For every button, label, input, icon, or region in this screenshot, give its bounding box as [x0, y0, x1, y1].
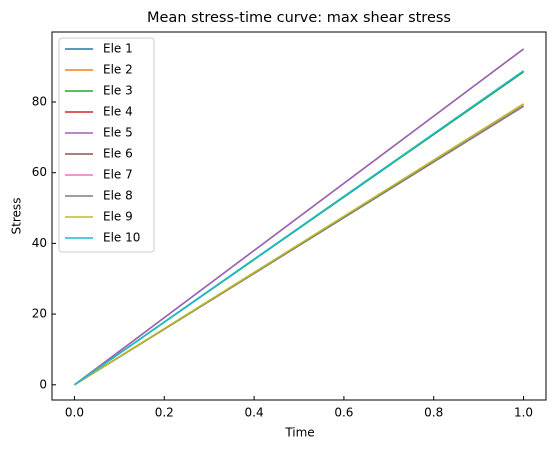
x-tick-label: 0.4: [245, 406, 264, 420]
legend-label: Ele 10: [103, 231, 140, 245]
legend-label: Ele 8: [103, 189, 133, 203]
x-tick-label: 1.0: [514, 406, 533, 420]
legend-label: Ele 1: [103, 42, 133, 56]
x-tick-label: 0.2: [155, 406, 174, 420]
y-tick-label: 0: [39, 377, 47, 391]
line: [74, 103, 524, 386]
legend-label: Ele 6: [103, 147, 133, 161]
line: [74, 48, 524, 386]
y-tick-label: 40: [32, 236, 47, 250]
y-tick-label: 80: [32, 94, 47, 108]
legend-label: Ele 5: [103, 126, 133, 140]
legend-label: Ele 3: [103, 84, 133, 98]
legend-label: Ele 4: [103, 105, 133, 119]
x-tick-label: 0.0: [65, 406, 84, 420]
y-tick-label: 60: [32, 165, 47, 179]
x-axis-label: Time: [284, 426, 314, 440]
x-tick-label: 0.6: [334, 406, 353, 420]
plot-frame: [51, 31, 547, 401]
y-axis-label: Stress: [10, 198, 24, 235]
legend-label: Ele 9: [103, 210, 133, 224]
chart-title: Mean stress-time curve: max shear stress: [147, 10, 451, 26]
x-tick-label: 0.8: [424, 406, 443, 420]
legend-label: Ele 7: [103, 168, 133, 182]
y-tick-label: 20: [32, 307, 47, 321]
legend-label: Ele 2: [103, 63, 133, 77]
line: [74, 70, 524, 386]
